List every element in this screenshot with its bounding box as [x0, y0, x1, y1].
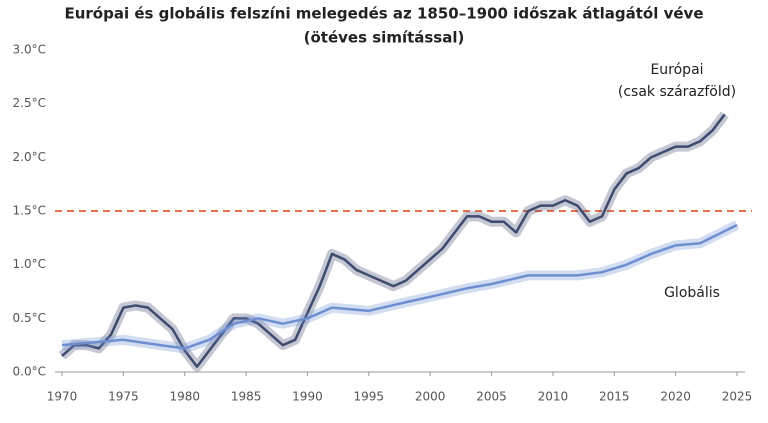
x-tick-label: 1970 — [47, 390, 78, 404]
y-tick-label: 1.5°C — [13, 204, 46, 218]
y-tick-label: 0.5°C — [13, 311, 46, 325]
x-tick-label: 1975 — [108, 390, 139, 404]
x-tick-label: 2015 — [599, 390, 630, 404]
chart-title: Európai és globális felszíni melegedés a… — [64, 5, 703, 23]
x-tick-label: 1980 — [169, 390, 200, 404]
y-tick-label: 3.0°C — [13, 43, 46, 57]
series-label: Európai — [650, 62, 703, 78]
series-band — [58, 111, 729, 372]
x-tick-label: 2000 — [415, 390, 446, 404]
chart-subtitle: (ötéves simítással) — [304, 29, 465, 47]
series-label: Globális — [664, 285, 720, 301]
y-tick-label: 2.0°C — [13, 150, 46, 164]
y-tick-label: 1.0°C — [13, 257, 46, 271]
series-line — [61, 113, 726, 368]
x-tick-label: 1985 — [231, 390, 262, 404]
x-tick-label: 2020 — [660, 390, 691, 404]
x-tick-label: 2005 — [476, 390, 507, 404]
y-tick-label: 0.0°C — [13, 365, 46, 379]
series-line — [61, 223, 738, 350]
x-tick-label: 2010 — [538, 390, 569, 404]
x-tick-label: 1990 — [292, 390, 323, 404]
y-tick-label: 2.5°C — [13, 96, 46, 110]
series-label: (csak szárazföld) — [618, 84, 736, 100]
x-tick-label: 2025 — [722, 390, 753, 404]
x-tick-label: 1995 — [354, 390, 385, 404]
